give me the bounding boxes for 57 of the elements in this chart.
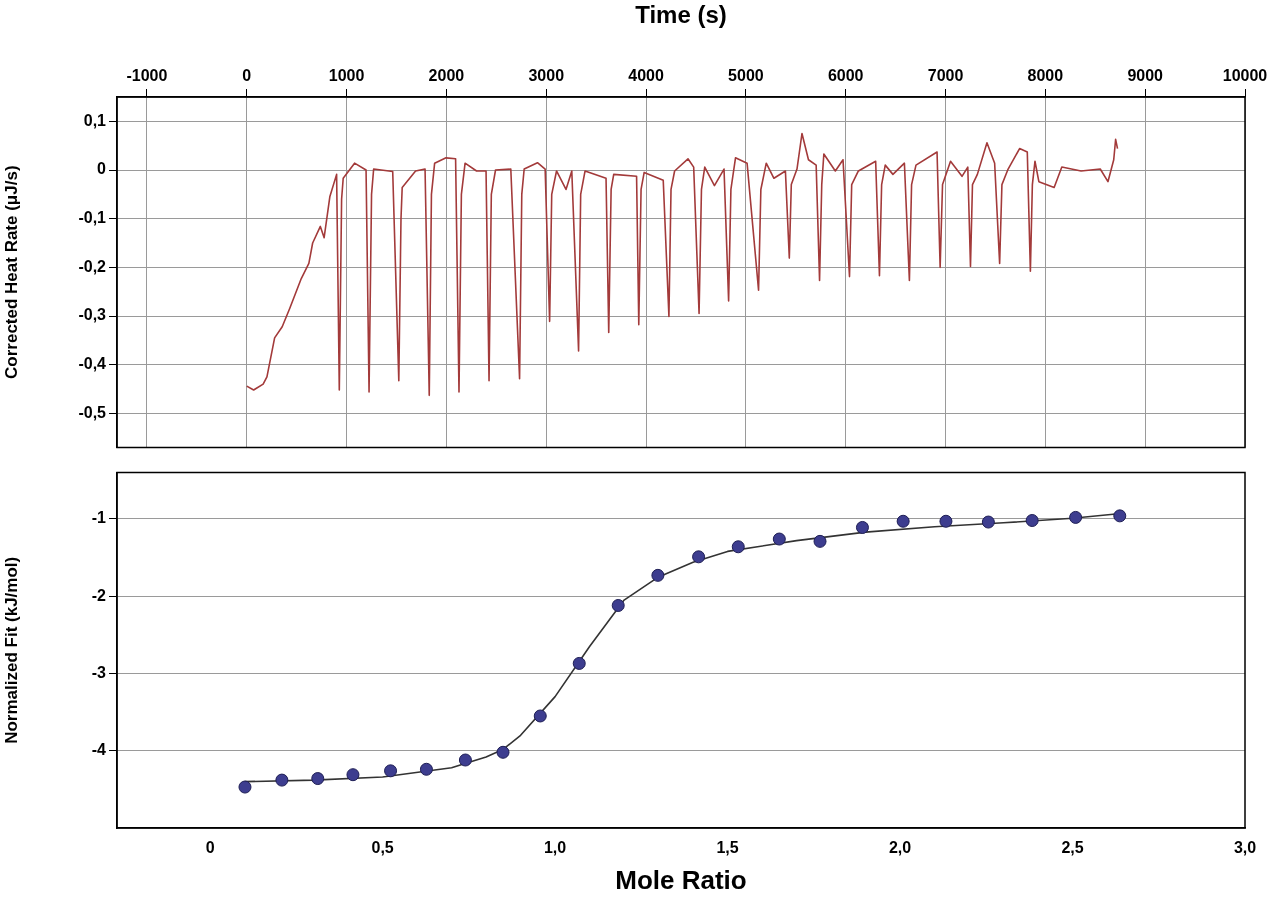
y-axis-title: Normalized Fit (kJ/mol) [1, 556, 21, 744]
point [384, 764, 398, 778]
point [1113, 509, 1127, 523]
x-tick-label: 1,5 [716, 839, 739, 857]
y-tick-label: -4 [91, 741, 107, 759]
point [572, 656, 586, 670]
x-tick-label: 10000 [1222, 66, 1268, 84]
point [939, 514, 953, 528]
point [496, 745, 510, 759]
x-tick-label: 0,5 [371, 839, 394, 857]
x-tick-label: 2,5 [1061, 839, 1084, 857]
point [813, 534, 827, 548]
x-tick-label: 2000 [428, 66, 465, 84]
point [772, 532, 786, 546]
y-tick-label: -2 [91, 586, 107, 604]
x-tick-label: 8000 [1027, 66, 1064, 84]
y-tick-label: -0,3 [78, 306, 107, 324]
point [896, 514, 910, 528]
point [692, 550, 706, 564]
y-tick-label: 0 [97, 160, 107, 178]
x-tick-label: 3000 [528, 66, 565, 84]
point [419, 762, 433, 776]
x-tick-label: 0 [205, 839, 215, 857]
point [311, 772, 325, 786]
x-tick-label: 7000 [927, 66, 964, 84]
point [458, 753, 472, 767]
x-tick-label: 5000 [728, 66, 764, 84]
y-tick-label: -3 [91, 663, 107, 681]
point [533, 709, 547, 723]
y-axis-title: Corrected Heat Rate (μJ/s) [1, 165, 21, 379]
y-tick-label: -0,4 [78, 355, 107, 373]
point [238, 780, 252, 794]
x-tick-label: 6000 [827, 66, 864, 84]
x-tick-label: 4000 [628, 66, 664, 84]
point [1025, 514, 1039, 527]
x-tick-label: 2,0 [888, 839, 912, 857]
y-tick-label: -1 [91, 509, 107, 527]
x-tick-label: 1000 [328, 66, 365, 84]
y-tick-label: 0,1 [83, 111, 107, 129]
x-tick-label: 1,0 [543, 839, 567, 857]
x-axis-title: Time (s) [635, 1, 727, 29]
x-tick-label: 9000 [1127, 66, 1164, 84]
point [346, 768, 360, 782]
y-tick-label: -0,2 [78, 257, 107, 275]
point [275, 773, 289, 787]
point [651, 568, 665, 582]
point [611, 598, 625, 612]
point [855, 520, 869, 534]
x-axis-title: Mole Ratio [615, 864, 747, 895]
point [1069, 510, 1083, 524]
point [981, 515, 995, 529]
y-tick-label: -0,5 [78, 403, 107, 421]
x-tick-label: -1000 [126, 66, 168, 84]
x-tick-label: 3,0 [1233, 839, 1257, 857]
y-tick-label: -0,1 [78, 209, 107, 227]
point [731, 540, 745, 554]
x-tick-label: 0 [242, 66, 252, 84]
